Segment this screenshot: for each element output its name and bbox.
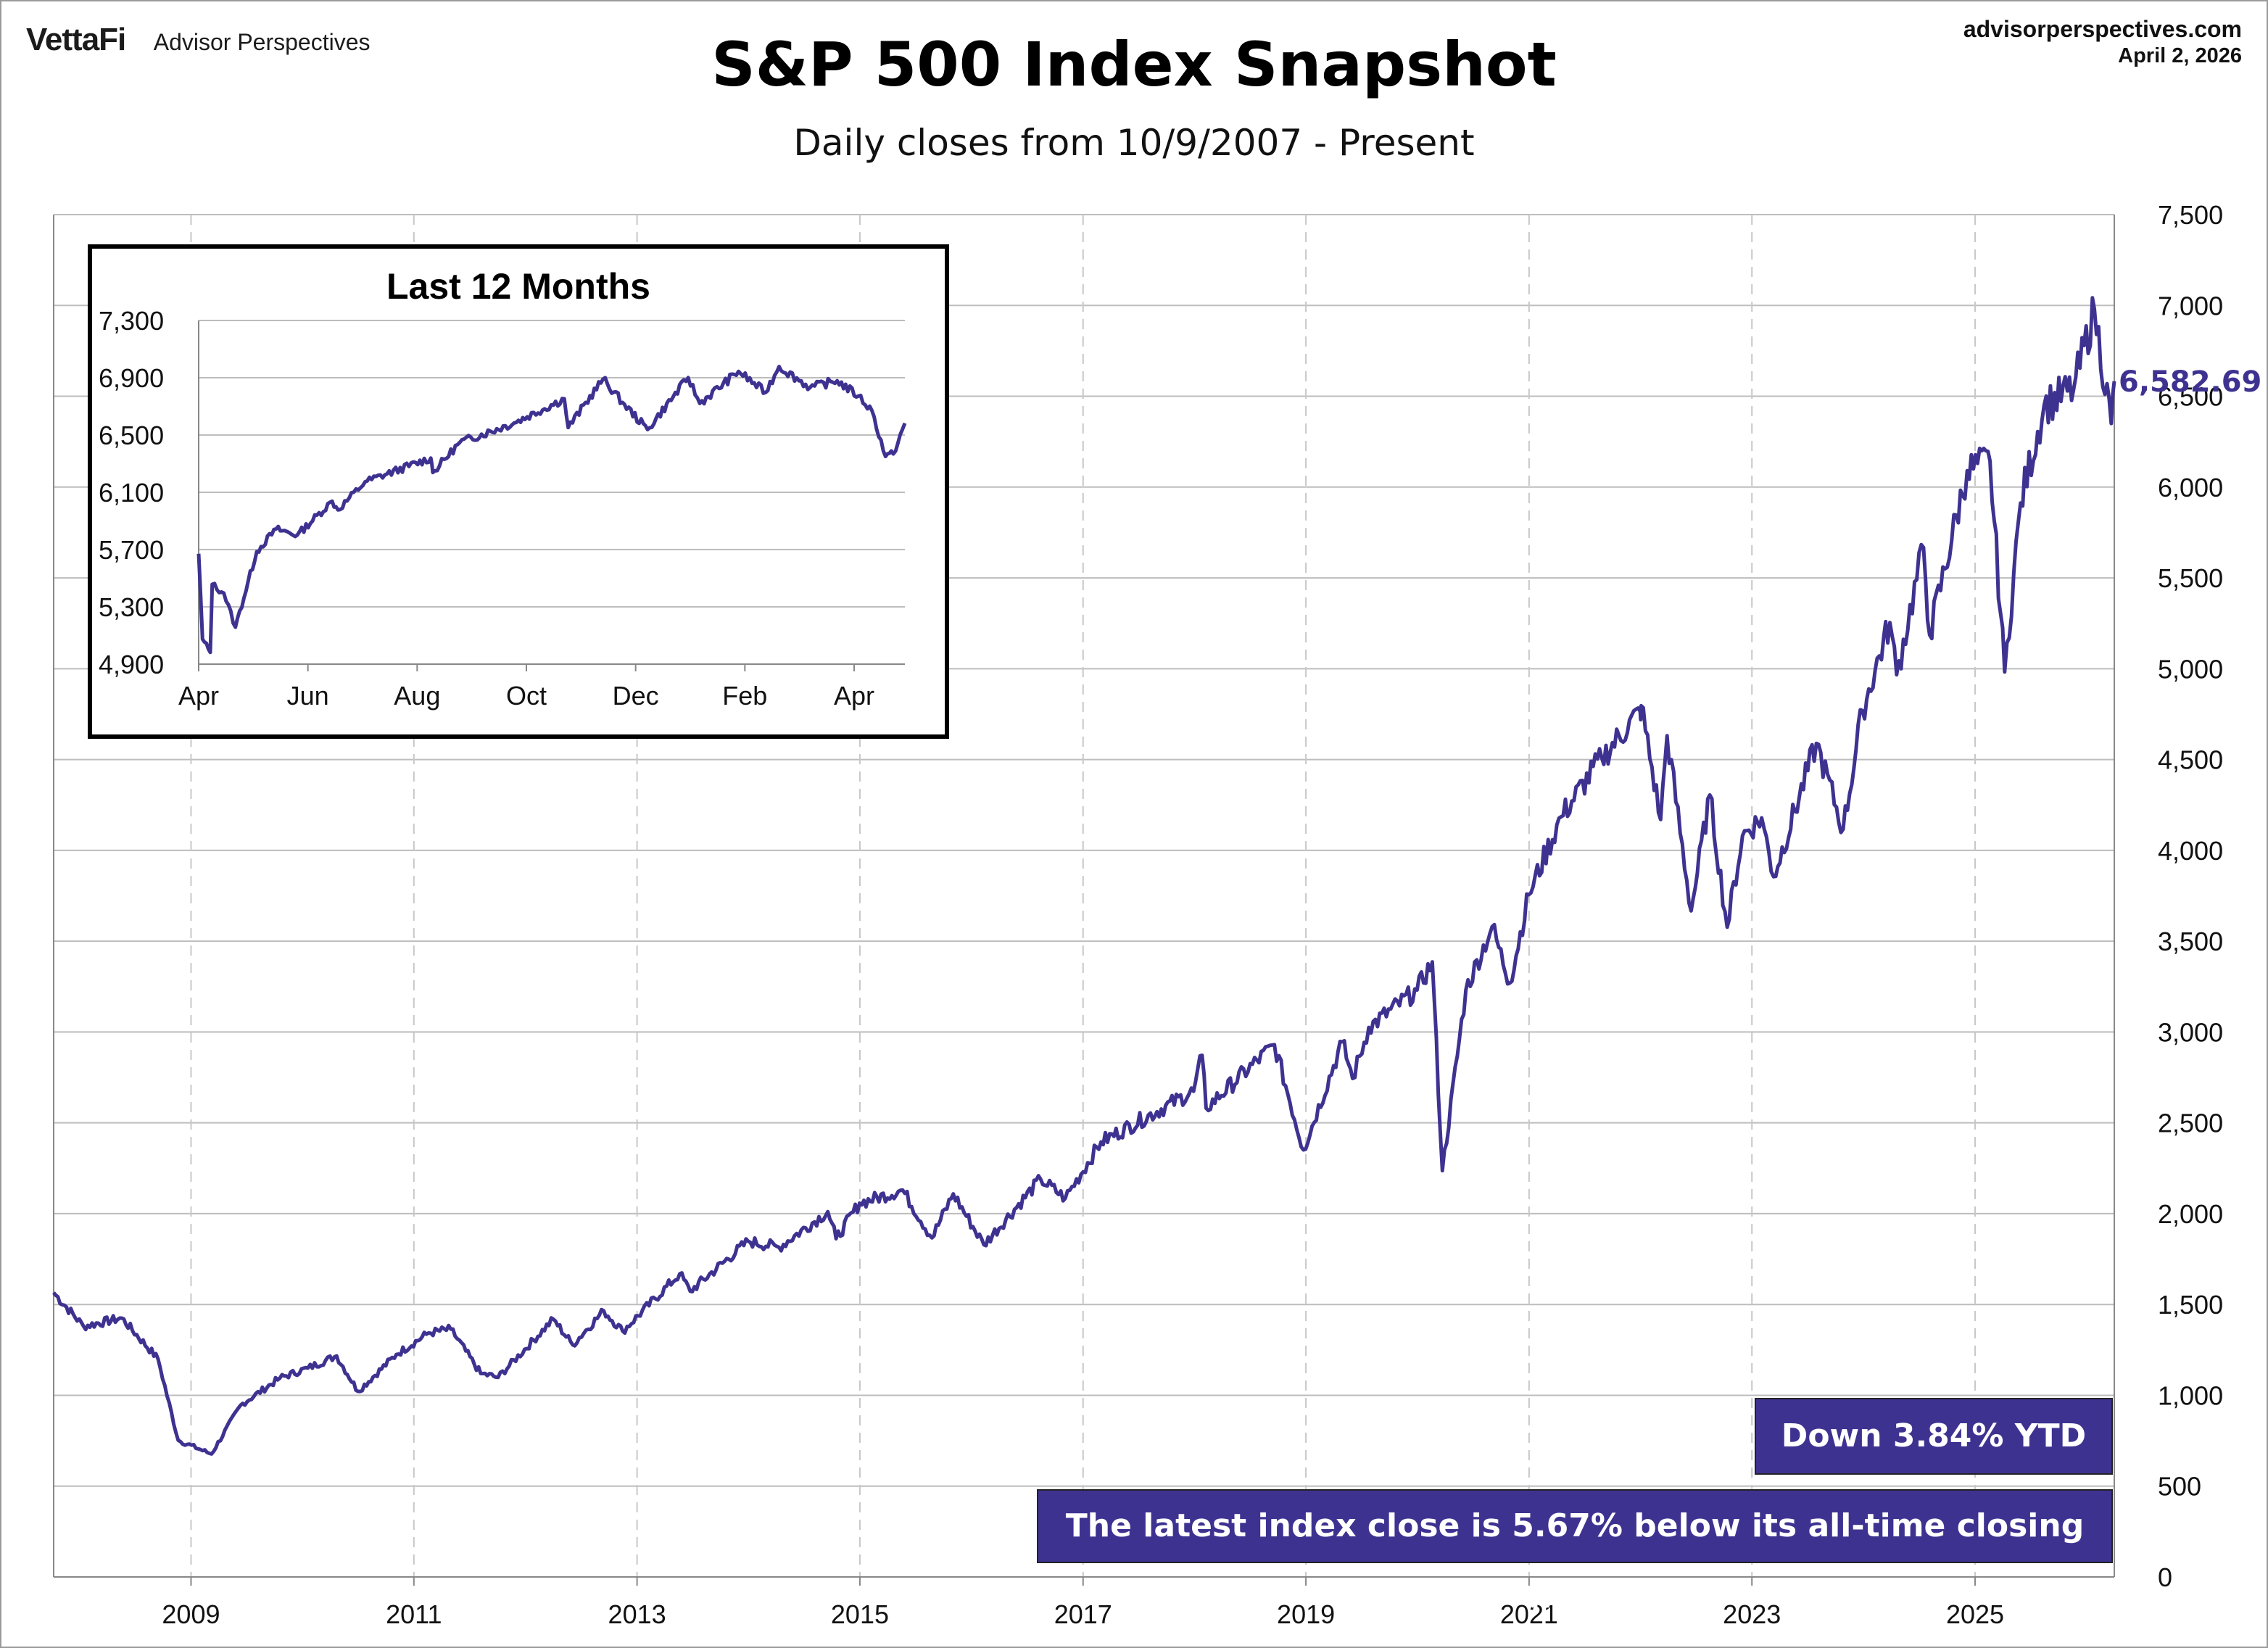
site-url: advisorperspectives.com: [1963, 16, 2242, 42]
y-tick-label: 2,500: [2158, 1109, 2223, 1138]
report-date: April 2, 2026: [2118, 44, 2242, 67]
inset-chart: Last 12 Months 4,900 5,300 5,700 6,100 6,500 6…: [88, 244, 949, 739]
vettafi-logo: VettaFi: [26, 22, 126, 57]
x-tick-label: 2025: [1946, 1599, 2004, 1629]
advisor-perspectives-label: Advisor Perspectives: [153, 29, 371, 55]
y-tick-label: 3,000: [2158, 1017, 2223, 1047]
inset-x-tick-label: Apr: [178, 681, 219, 711]
y-tick-label: 7,000: [2158, 291, 2223, 320]
x-tick-label: 2009: [162, 1599, 220, 1629]
y-tick-label: 0: [2158, 1562, 2172, 1592]
inset-y-tick-label: 5,300: [99, 592, 164, 622]
inset-x-tick-label: Feb: [722, 681, 767, 711]
inset-x-tick-label: Oct: [506, 681, 547, 711]
inset-y-tick-label: 6,900: [99, 363, 164, 393]
y-tick-label: 6,000: [2158, 473, 2223, 502]
x-tick-label: 2019: [1277, 1599, 1335, 1629]
y-tick-label: 1,500: [2158, 1290, 2223, 1320]
inset-y-tick-label: 6,100: [99, 478, 164, 508]
inset-x-tick-label: Dec: [613, 681, 659, 711]
inset-x-tick-label: Aug: [394, 681, 440, 711]
x-tick-label: 2021: [1500, 1599, 1558, 1629]
inset-y-tick-label: 7,300: [99, 306, 164, 336]
y-tick-label: 7,500: [2158, 200, 2223, 230]
sp500-line: [52, 296, 2116, 1456]
y-tick-label: 4,000: [2158, 836, 2223, 866]
y-tick-label: 6,500: [2158, 382, 2223, 412]
y-tick-label: 5,000: [2158, 654, 2223, 684]
brand: VettaFi Advisor Perspectives: [26, 22, 371, 58]
y-tick-label: 1,000: [2158, 1380, 2223, 1410]
ath-box: The latest index close is 5.67% below it…: [1037, 1489, 2113, 1615]
inset-y-tick-label: 4,900: [99, 650, 164, 679]
main-grid: [54, 214, 2114, 1577]
y-tick-label: 5,500: [2158, 563, 2223, 593]
last-value-label: 6,582.69: [2119, 365, 2261, 399]
y-tick-label: 4,500: [2158, 745, 2223, 775]
chart-subtitle: Daily closes from 10/9/2007 - Present: [793, 122, 1475, 164]
inset-line: [196, 365, 907, 655]
x-tick-label: 2017: [1054, 1599, 1112, 1629]
x-tick-label: 2015: [831, 1599, 889, 1629]
chart-title: S&P 500 Index Snapshot: [711, 29, 1557, 100]
inset-x-tick-label: Jun: [287, 681, 329, 711]
x-tick-label: 2013: [608, 1599, 666, 1629]
inset-y-tick-label: 6,500: [99, 421, 164, 450]
main-axes: 0 500 1,000 1,500 2,000 2,500 3,000 3,500 4,000 4…: [53, 200, 2223, 1629]
inset-title: Last 12 Months: [386, 266, 650, 307]
x-tick-label: 2011: [386, 1599, 442, 1629]
inset-y-tick-label: 5,700: [99, 535, 164, 565]
x-tick-label: 2023: [1723, 1599, 1781, 1629]
y-tick-label: 3,500: [2158, 927, 2223, 956]
y-tick-label: 500: [2158, 1472, 2201, 1502]
source-info: advisorperspectives.com April 2, 2026: [1963, 16, 2242, 68]
y-tick-label: 2,000: [2158, 1199, 2223, 1229]
ytd-box: Down 3.84% YTD: [1755, 1398, 2113, 1475]
inset-x-tick-label: Apr: [834, 681, 874, 711]
main-series: 6,582.69: [52, 296, 2261, 1456]
